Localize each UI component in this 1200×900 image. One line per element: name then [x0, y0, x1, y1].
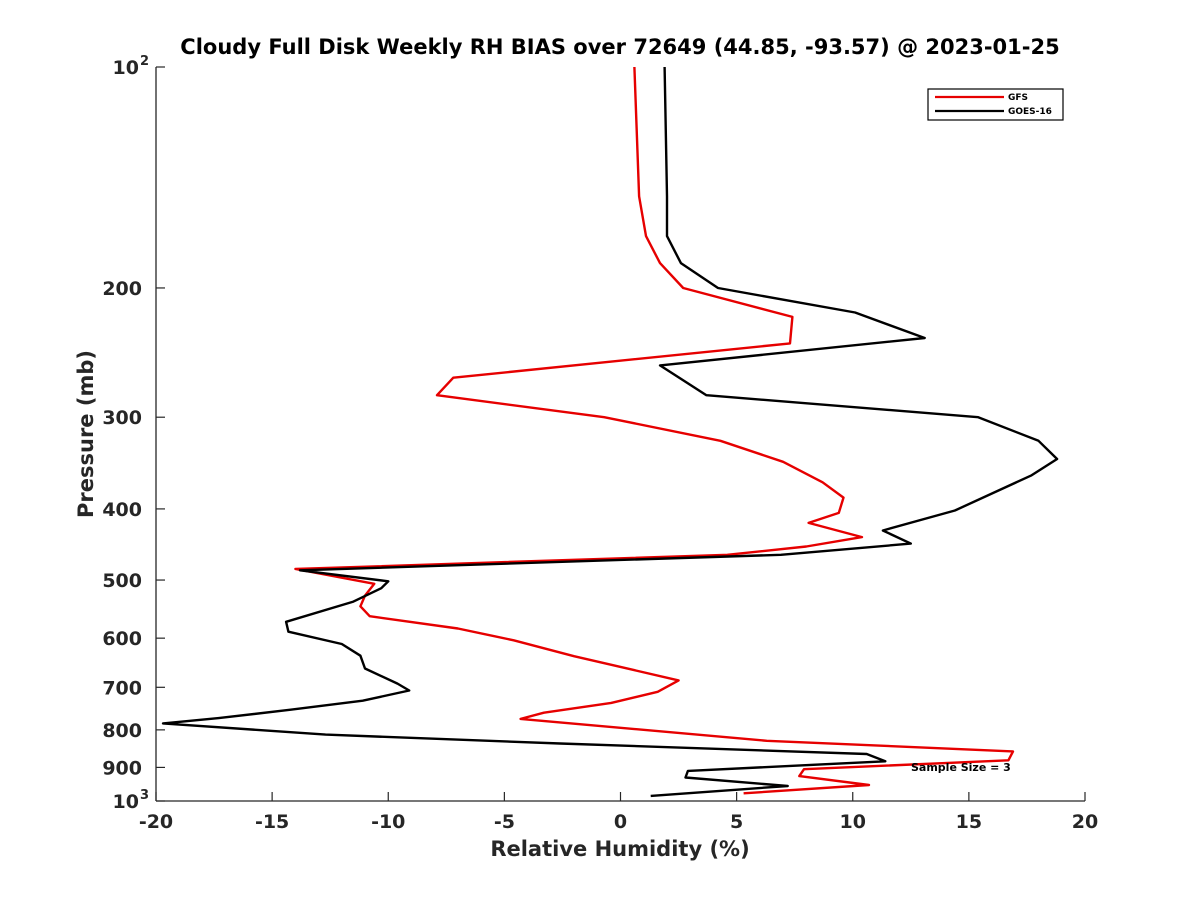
y-tick-exponent: 2: [140, 54, 149, 69]
series-layer: [161, 66, 1059, 798]
legend-label-gfs: GFS: [1008, 93, 1028, 103]
y-tick-label: 600: [102, 628, 142, 650]
y-tick-exponent: 3: [140, 788, 149, 803]
x-tick-label: 5: [730, 811, 743, 833]
sample-size-annotation: Sample Size = 3: [911, 761, 1011, 774]
legend-box: [927, 88, 1064, 121]
y-tick-label: 800: [102, 720, 142, 742]
y-tick-label: 10: [113, 791, 139, 813]
series-line-goes16: [161, 66, 1059, 798]
x-ticks: -20 -15 -10 -5 0 5 10 15 20: [139, 792, 1098, 833]
y-tick-label: 900: [102, 757, 142, 779]
x-axis-label: Relative Humidity (%): [490, 837, 749, 861]
chart-title: Cloudy Full Disk Weekly RH BIAS over 726…: [180, 35, 1059, 59]
y-tick-label: 300: [102, 407, 142, 429]
y-tick-label: 200: [102, 278, 142, 300]
y-tick-label: 400: [102, 499, 142, 521]
y-axis-label: Pressure (mb): [74, 350, 98, 518]
y-tick-label: 500: [102, 570, 142, 592]
y-tick-label: 10: [113, 57, 139, 79]
x-tick-label: -10: [371, 811, 405, 833]
legend-label-goes16: GOES-16: [1008, 107, 1052, 117]
x-tick-label: -15: [255, 811, 289, 833]
x-tick-label: 20: [1072, 811, 1098, 833]
plot-area: [156, 67, 1085, 801]
y-tick-label: 700: [102, 677, 142, 699]
x-tick-label: 15: [956, 811, 982, 833]
x-tick-label: 10: [840, 811, 866, 833]
legend: GFS GOES-16: [927, 88, 1064, 121]
x-tick-label: 0: [614, 811, 627, 833]
x-tick-label: -20: [139, 811, 173, 833]
series-line-gfs: [294, 66, 1015, 795]
x-tick-label: -5: [494, 811, 515, 833]
